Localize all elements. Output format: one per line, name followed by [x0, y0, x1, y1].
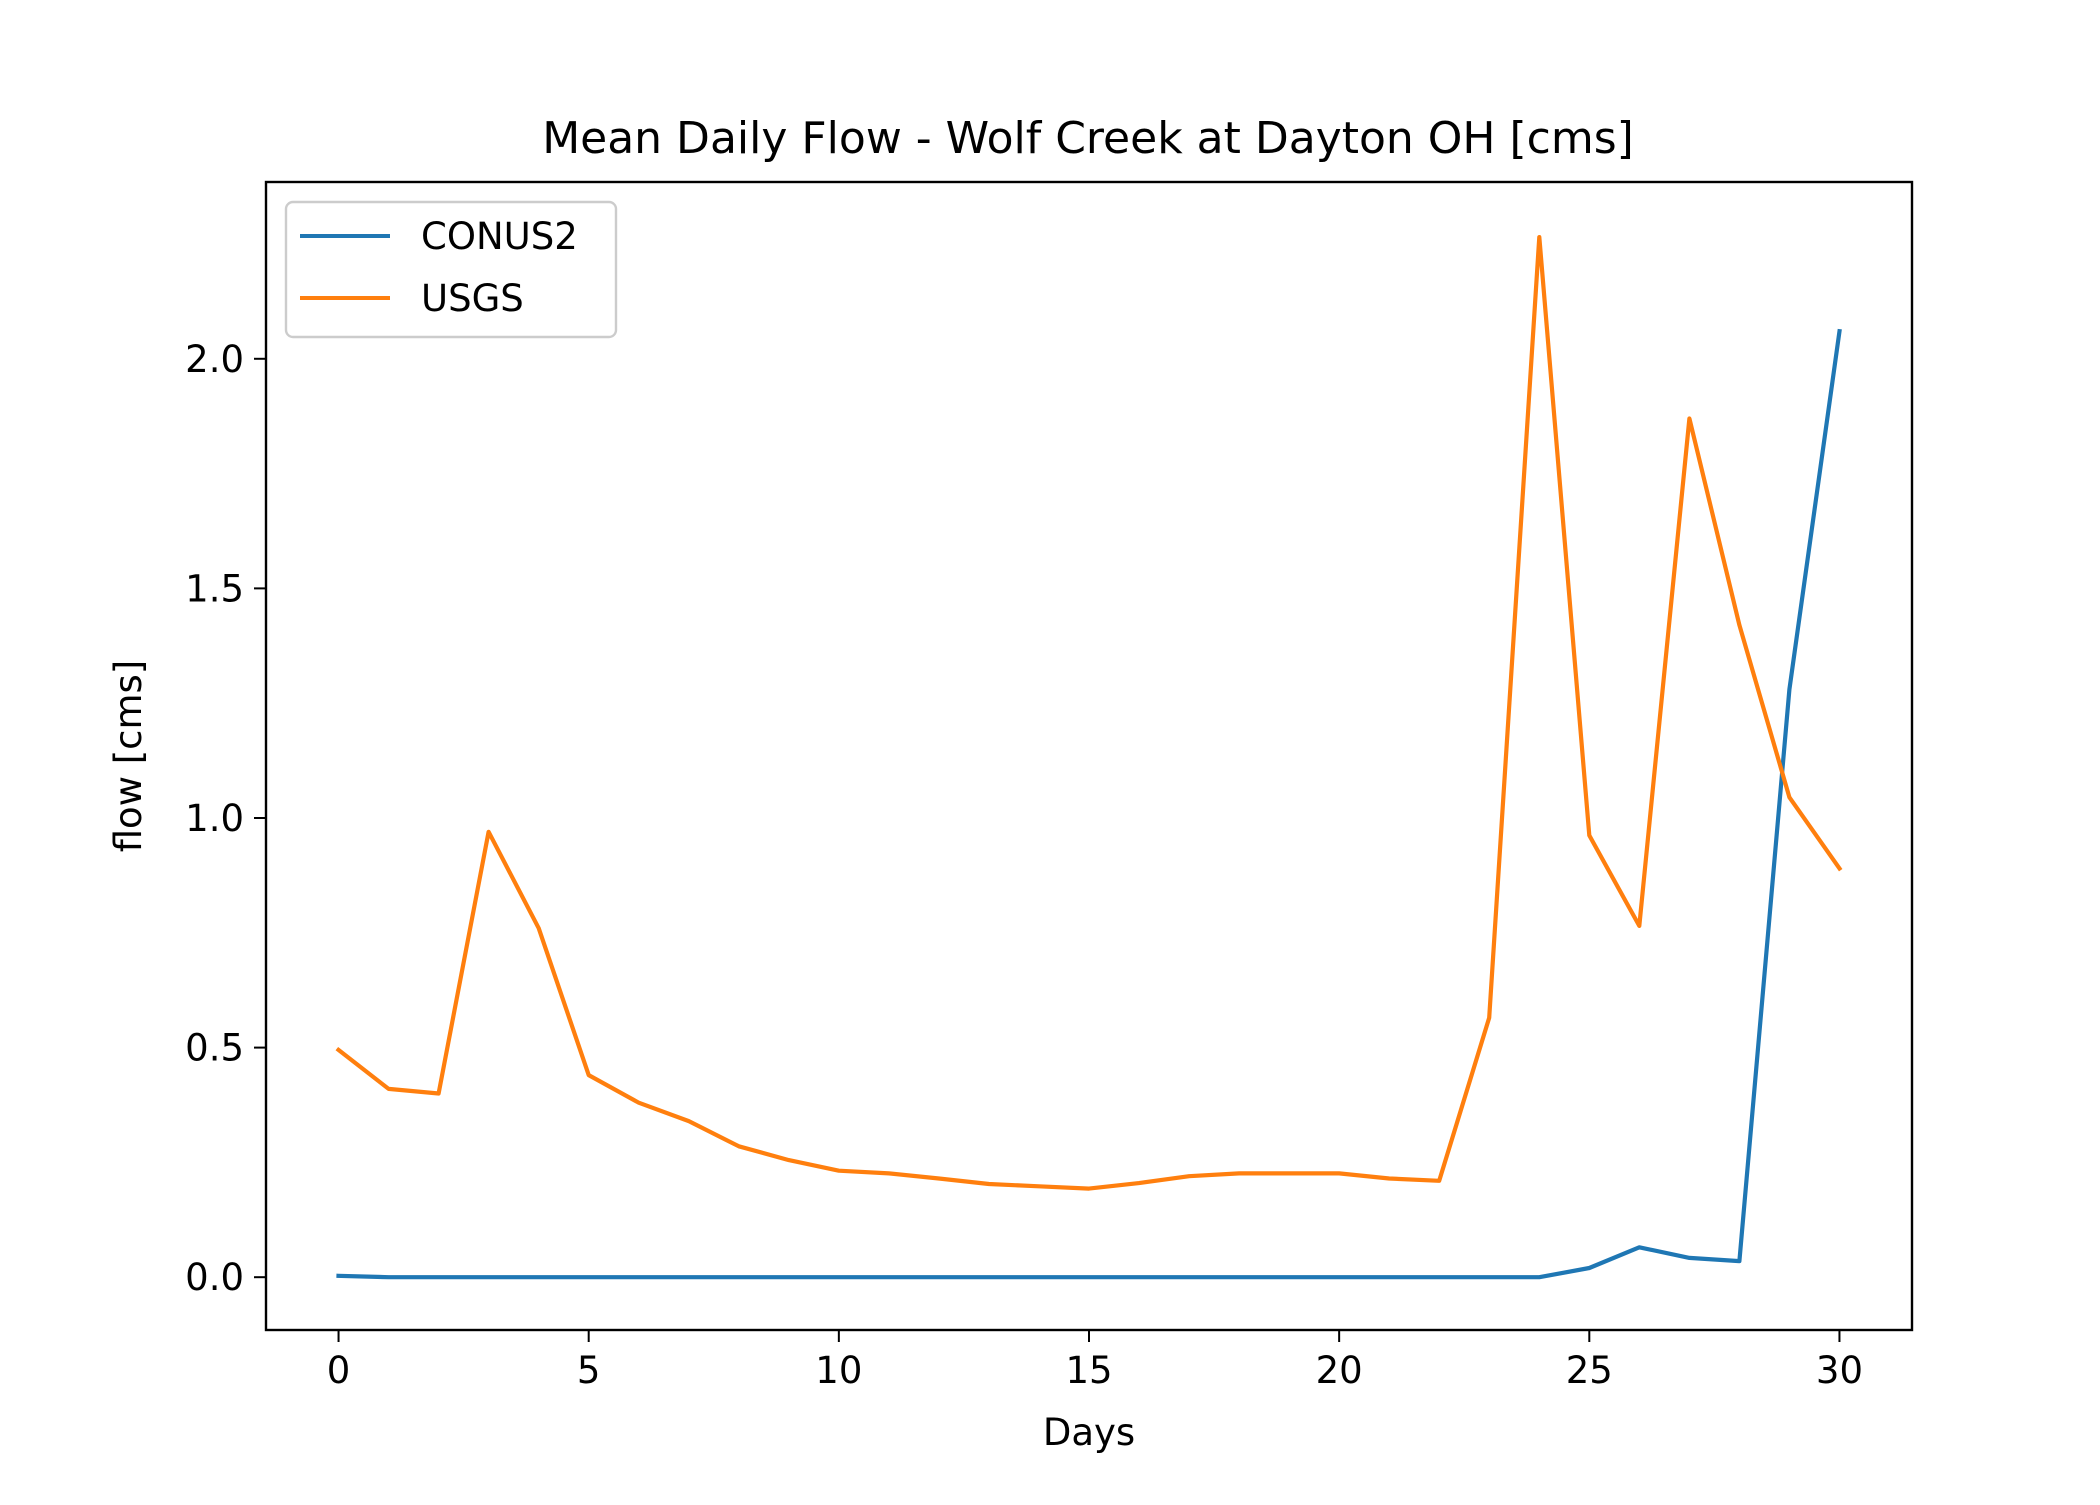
x-tick-label: 25 — [1566, 1349, 1613, 1392]
x-tick-label: 10 — [815, 1349, 862, 1392]
chart-title: Mean Daily Flow - Wolf Creek at Dayton O… — [542, 113, 1634, 164]
y-tick-label: 0.0 — [185, 1256, 244, 1299]
y-tick-label: 1.5 — [185, 567, 244, 610]
x-axis-label: Days — [1043, 1411, 1135, 1454]
series-line-conus2 — [336, 328, 1842, 1280]
y-tick-label: 1.0 — [185, 797, 244, 840]
series-line-usgs — [335, 235, 1843, 1191]
legend-label-usgs: USGS — [421, 277, 524, 320]
x-tick-label: 30 — [1816, 1349, 1863, 1392]
x-axis: 0 5 10 15 20 25 30 — [327, 1330, 1863, 1392]
x-tick-label: 5 — [577, 1349, 601, 1392]
plot-area — [335, 235, 1843, 1280]
legend[interactable]: CONUS2 USGS — [284, 200, 618, 339]
y-axis: 0.0 0.5 1.0 1.5 2.0 — [185, 338, 266, 1299]
y-axis-label: flow [cms] — [107, 660, 150, 853]
x-tick-label: 0 — [327, 1349, 351, 1392]
y-tick-label: 2.0 — [185, 338, 244, 381]
legend-label-conus2: CONUS2 — [421, 215, 578, 258]
x-tick-label: 15 — [1065, 1349, 1112, 1392]
x-tick-label: 20 — [1316, 1349, 1363, 1392]
y-tick-label: 0.5 — [185, 1027, 244, 1070]
